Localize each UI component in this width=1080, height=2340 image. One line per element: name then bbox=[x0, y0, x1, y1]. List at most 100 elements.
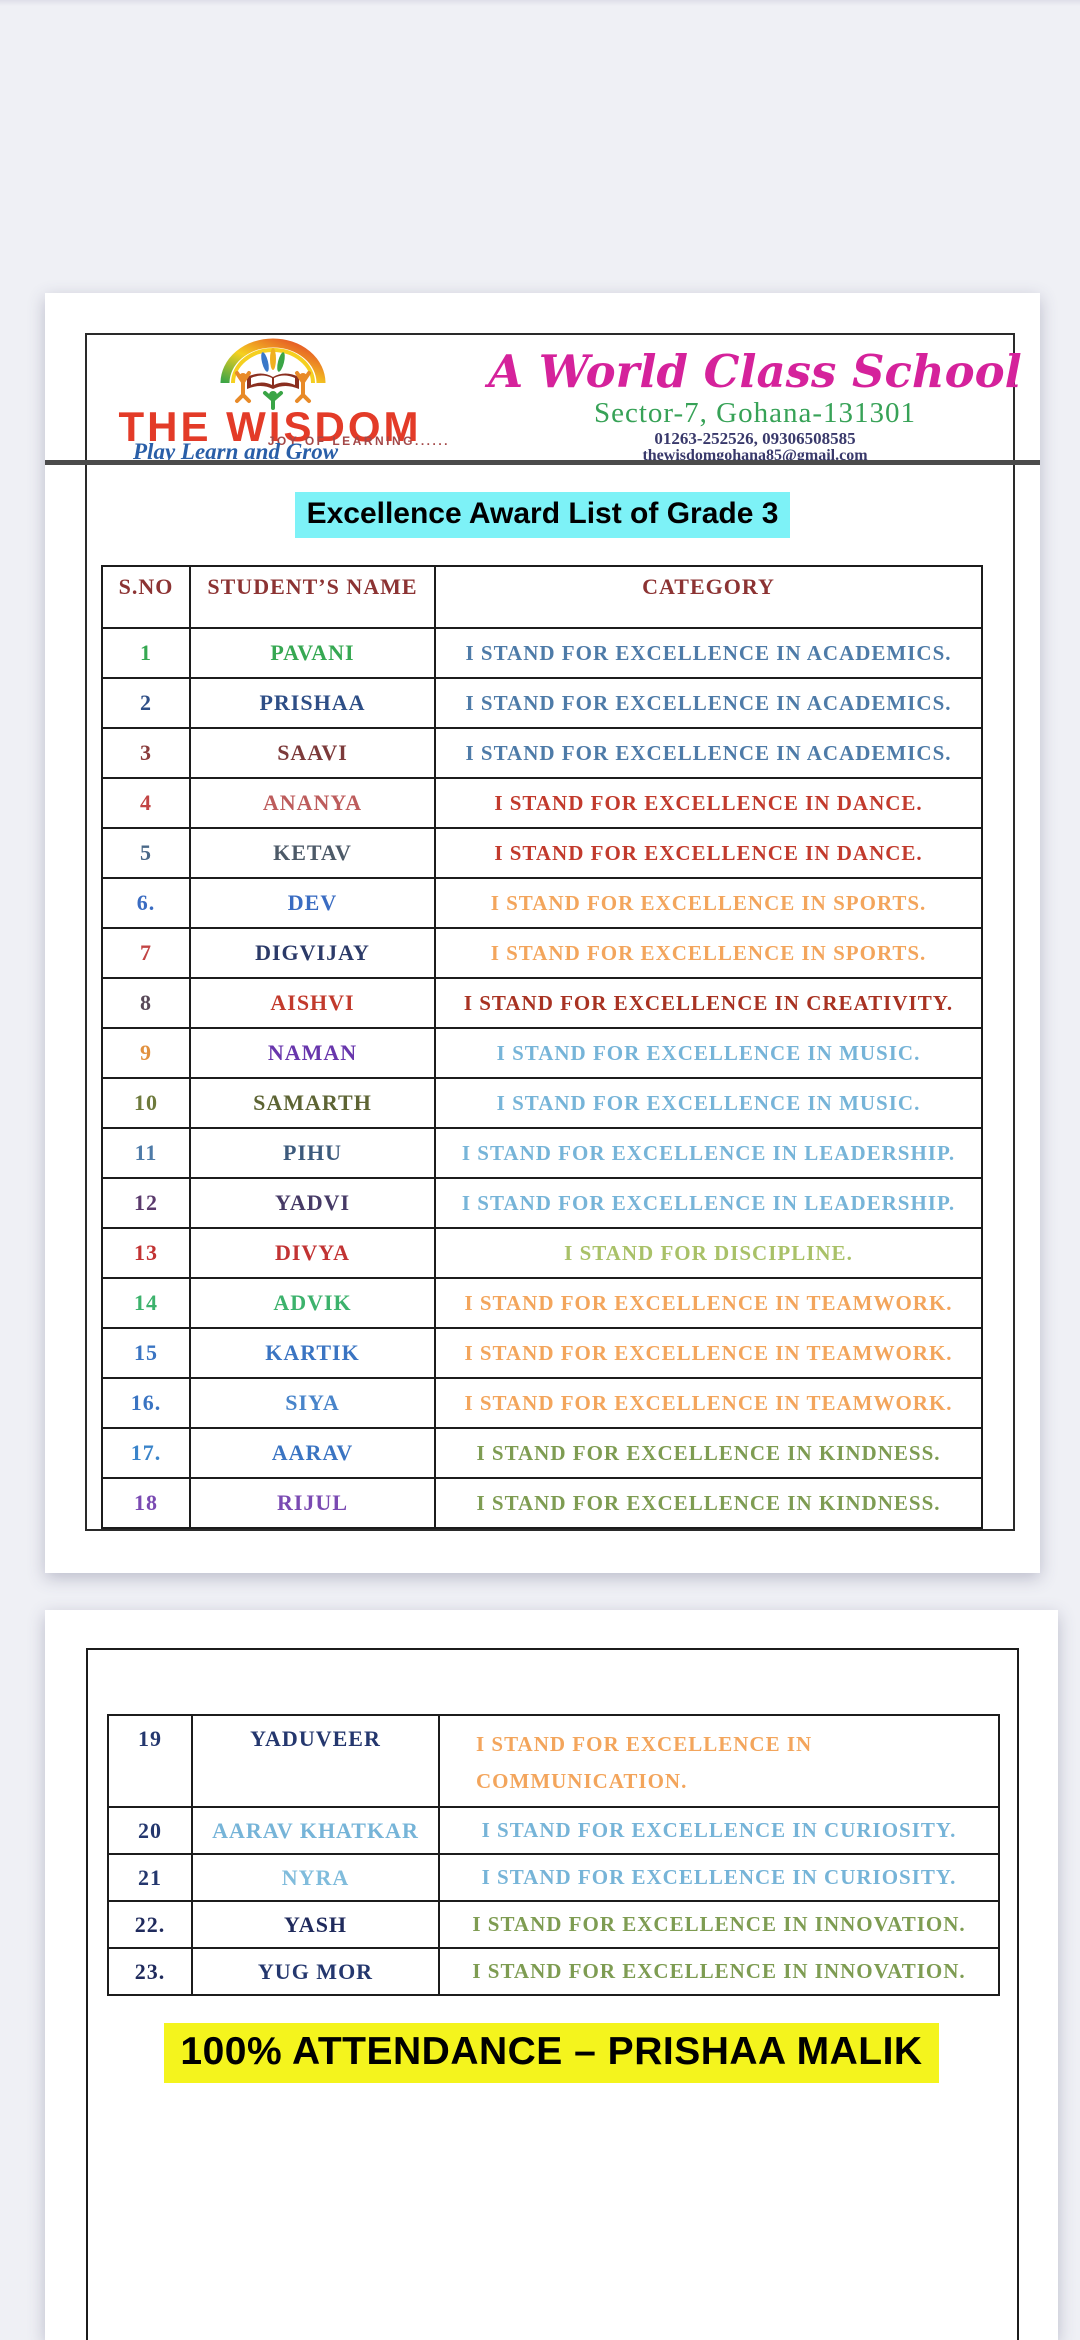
book-page-left bbox=[251, 375, 272, 385]
category-cell: I STAND FOR EXCELLENCE IN ACADEMICS. bbox=[434, 727, 983, 779]
table-row: 17. AARAV I STAND FOR EXCELLENCE IN KINDNE… bbox=[101, 1427, 983, 1479]
category-cell: I STAND FOR EXCELLENCE IN KINDNESS. bbox=[434, 1427, 983, 1479]
school-banner: A World Class School bbox=[488, 345, 1022, 398]
figure-center-body bbox=[263, 391, 283, 410]
school-address: Sector-7, Gohana-131301 bbox=[593, 397, 916, 429]
name-cell: DIVYA bbox=[189, 1227, 436, 1279]
screen-top-shade bbox=[0, 0, 1080, 6]
school-phones: 01263-252526, 09306508585 bbox=[654, 429, 856, 448]
school-logo bbox=[213, 337, 333, 411]
table-row: 13 DIVYA I STAND FOR DISCIPLINE. bbox=[101, 1227, 983, 1279]
attendance-note-wrap: 100% ATTENDANCE – PRISHAA MALIK bbox=[45, 2023, 1058, 2083]
table-row: 20 AARAV KHATKAR I STAND FOR EXCELLENCE IN… bbox=[107, 1806, 1000, 1855]
name-cell: YASH bbox=[191, 1900, 440, 1949]
category-cell: I STAND FOR EXCELLENCE IN DANCE. bbox=[434, 827, 983, 879]
name-cell: NAMAN bbox=[189, 1027, 436, 1079]
table-row: 15 KARTIK I STAND FOR EXCELLENCE IN TEAMWO… bbox=[101, 1327, 983, 1379]
sno-cell: 4 bbox=[101, 777, 191, 829]
name-cell: SAMARTH bbox=[189, 1077, 436, 1129]
name-cell: AISHVI bbox=[189, 977, 436, 1029]
col-header-category: CATEGORY bbox=[434, 565, 983, 629]
name-cell: DEV bbox=[189, 877, 436, 929]
school-motto: Play Learn and Grow bbox=[133, 439, 339, 464]
sno-cell: 18 bbox=[101, 1477, 191, 1529]
name-cell: ADVIK bbox=[189, 1277, 436, 1329]
sno-cell: 8 bbox=[101, 977, 191, 1029]
category-cell: I STAND FOR EXCELLENCE IN TEAMWORK. bbox=[434, 1277, 983, 1329]
col-header-name: STUDENT’S NAME bbox=[189, 565, 436, 629]
rainbow-arc bbox=[220, 338, 326, 384]
school-name: THE WISDOM bbox=[118, 403, 422, 450]
name-cell: PIHU bbox=[189, 1127, 436, 1179]
category-cell: I STAND FOR EXCELLENCE IN TEAMWORK. bbox=[434, 1377, 983, 1429]
sno-cell: 19 bbox=[107, 1714, 193, 1808]
attendance-note: 100% ATTENDANCE – PRISHAA MALIK bbox=[164, 2023, 939, 2083]
category-cell: I STAND FOR DISCIPLINE. bbox=[434, 1227, 983, 1279]
name-cell: KETAV bbox=[189, 827, 436, 879]
figure-right-body bbox=[295, 371, 311, 403]
name-cell: SAAVI bbox=[189, 727, 436, 779]
table-row: 8 AISHVI I STAND FOR EXCELLENCE IN CREATIV… bbox=[101, 977, 983, 1029]
category-cell: I STAND FOR EXCELLENCE IN CREATIVITY. bbox=[434, 977, 983, 1029]
category-cell: I STAND FOR EXCELLENCE IN KINDNESS. bbox=[434, 1477, 983, 1529]
school-tagline: JOY OF LEARNING...... bbox=[267, 434, 450, 448]
document-page-1: THE WISDOM JOY OF LEARNING...... Play Le… bbox=[45, 293, 1040, 1573]
sno-cell: 7 bbox=[101, 927, 191, 979]
category-cell: I STAND FOR EXCELLENCE IN COMMUNICATION. bbox=[438, 1714, 1000, 1808]
sno-cell: 21 bbox=[107, 1853, 193, 1902]
table-row: 6. DEV I STAND FOR EXCELLENCE IN SPORTS. bbox=[101, 877, 983, 929]
name-cell: PRISHAA bbox=[189, 677, 436, 729]
awards-table-page1: S.NO STUDENT’S NAME CATEGORY 1 PAVANI I ST… bbox=[101, 565, 983, 1529]
book-page-right bbox=[274, 375, 295, 385]
school-email: thewisdomgohana85@gmail.com bbox=[642, 447, 868, 464]
table-row: 3 SAAVI I STAND FOR EXCELLENCE IN ACADEMIC… bbox=[101, 727, 983, 779]
table-row: 1 PAVANI I STAND FOR EXCELLENCE IN ACADEMI… bbox=[101, 627, 983, 679]
awards-table-body-page1: 1 PAVANI I STAND FOR EXCELLENCE IN ACADEMI… bbox=[101, 627, 983, 1529]
sno-cell: 22. bbox=[107, 1900, 193, 1949]
sno-cell: 10 bbox=[101, 1077, 191, 1129]
category-cell: I STAND FOR EXCELLENCE IN INNOVATION. bbox=[438, 1947, 1000, 1996]
table-row: 16. SIYA I STAND FOR EXCELLENCE IN TEAMWOR… bbox=[101, 1377, 983, 1429]
category-cell: I STAND FOR EXCELLENCE IN LEADERSHIP. bbox=[434, 1177, 983, 1229]
table-row: 22. YASH I STAND FOR EXCELLENCE IN INNOVAT… bbox=[107, 1900, 1000, 1949]
table-row: 18 RIJUL I STAND FOR EXCELLENCE IN KINDNES… bbox=[101, 1477, 983, 1529]
document-page-2: 19 YADUVEER I STAND FOR EXCELLENCE IN COMM… bbox=[45, 1610, 1058, 2340]
name-cell: SIYA bbox=[189, 1377, 436, 1429]
sno-cell: 3 bbox=[101, 727, 191, 779]
table-row: 2 PRISHAA I STAND FOR EXCELLENCE IN ACADEM… bbox=[101, 677, 983, 729]
sno-cell: 13 bbox=[101, 1227, 191, 1279]
name-cell: AARAV bbox=[189, 1427, 436, 1479]
col-header-sno: S.NO bbox=[101, 565, 191, 629]
page1-border-box bbox=[85, 333, 1015, 1531]
category-cell: I STAND FOR EXCELLENCE IN CURIOSITY. bbox=[438, 1806, 1000, 1855]
table-row: 7 DIGVIJAY I STAND FOR EXCELLENCE IN SPORT… bbox=[101, 927, 983, 979]
document-title: Excellence Award List of Grade 3 bbox=[294, 492, 791, 538]
table-row: 14 ADVIK I STAND FOR EXCELLENCE IN TEAMWOR… bbox=[101, 1277, 983, 1329]
table-row: 11 PIHU I STAND FOR EXCELLENCE IN LEADERSH… bbox=[101, 1127, 983, 1179]
category-cell: I STAND FOR EXCELLENCE IN ACADEMICS. bbox=[434, 677, 983, 729]
sno-cell: 23. bbox=[107, 1947, 193, 1996]
sno-cell: 2 bbox=[101, 677, 191, 729]
school-logo-graphic bbox=[220, 338, 326, 410]
name-cell: KARTIK bbox=[189, 1327, 436, 1379]
category-cell: I STAND FOR EXCELLENCE IN SPORTS. bbox=[434, 877, 983, 929]
sno-cell: 17. bbox=[101, 1427, 191, 1479]
table-row: 10 SAMARTH I STAND FOR EXCELLENCE IN MUSIC… bbox=[101, 1077, 983, 1129]
category-cell: I STAND FOR EXCELLENCE IN LEADERSHIP. bbox=[434, 1127, 983, 1179]
feather-yellow bbox=[270, 348, 276, 370]
awards-table-body-page2: 19 YADUVEER I STAND FOR EXCELLENCE IN COMM… bbox=[107, 1714, 1000, 1996]
table-row: 19 YADUVEER I STAND FOR EXCELLENCE IN COMM… bbox=[107, 1714, 1000, 1808]
header-divider-line bbox=[45, 460, 1040, 465]
document-title-wrap: Excellence Award List of Grade 3 bbox=[45, 492, 1040, 538]
name-cell: PAVANI bbox=[189, 627, 436, 679]
table-row: 23. YUG MOR I STAND FOR EXCELLENCE IN INNO… bbox=[107, 1947, 1000, 1996]
category-cell: I STAND FOR EXCELLENCE IN MUSIC. bbox=[434, 1077, 983, 1129]
table-header-row: S.NO STUDENT’S NAME CATEGORY bbox=[101, 565, 983, 629]
table-row: 21 NYRA I STAND FOR EXCELLENCE IN CURIOSIT… bbox=[107, 1853, 1000, 1902]
name-cell: YADUVEER bbox=[191, 1714, 440, 1808]
name-cell: NYRA bbox=[191, 1853, 440, 1902]
feather-blue bbox=[261, 352, 269, 372]
sno-cell: 1 bbox=[101, 627, 191, 679]
sno-cell: 9 bbox=[101, 1027, 191, 1079]
table-row: 4 ANANYA I STAND FOR EXCELLENCE IN DANCE. bbox=[101, 777, 983, 829]
